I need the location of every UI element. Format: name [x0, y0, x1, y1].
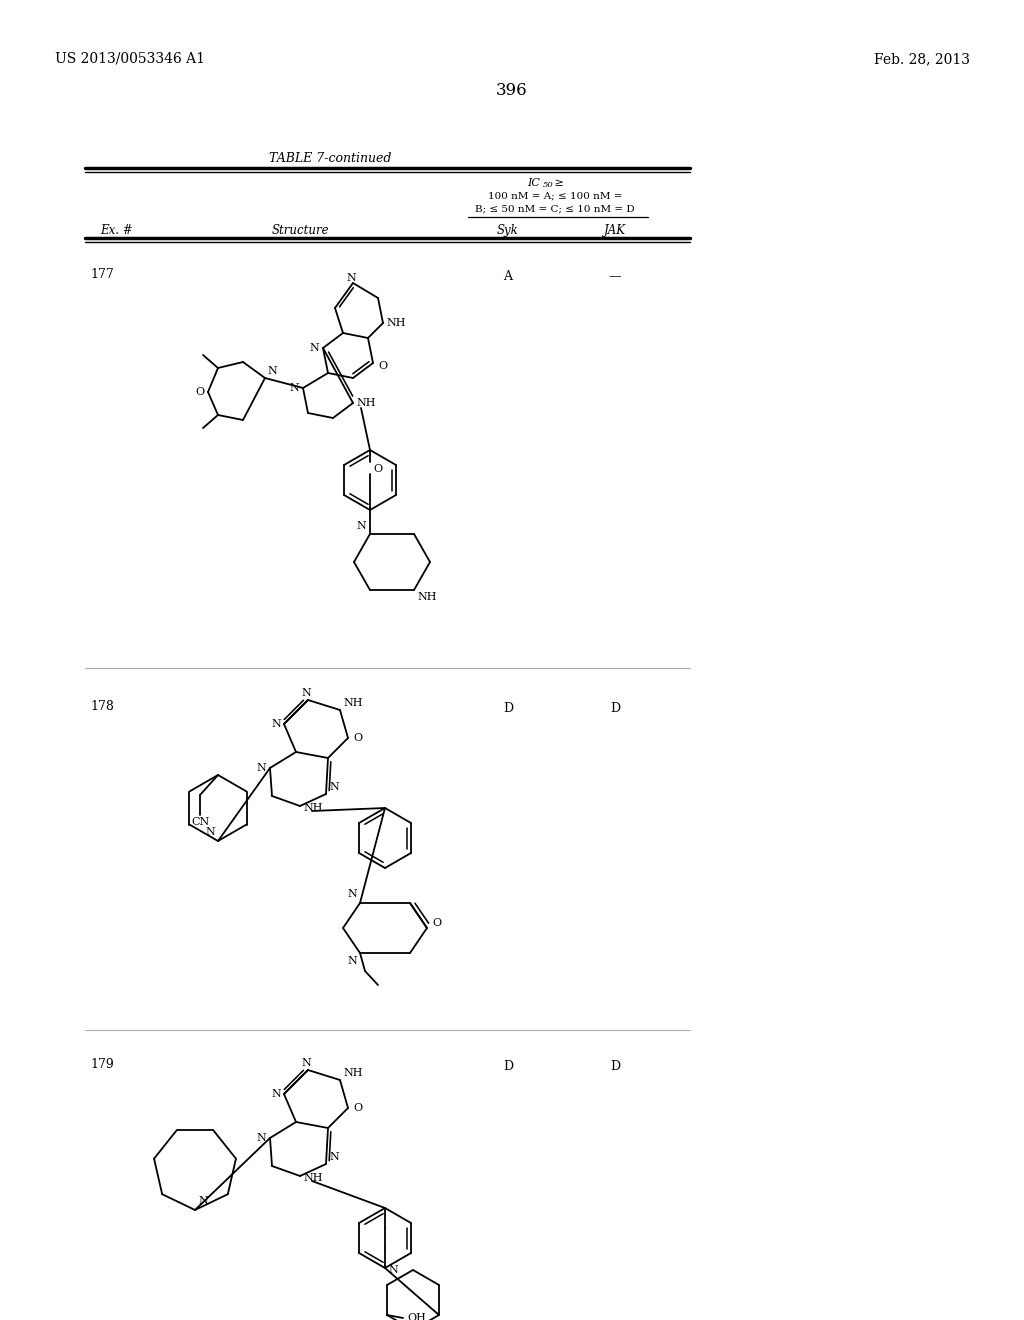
Text: N: N	[205, 828, 215, 837]
Text: N: N	[356, 521, 366, 531]
Text: O: O	[378, 360, 387, 371]
Text: NH: NH	[386, 318, 406, 327]
Text: N: N	[388, 1265, 397, 1275]
Text: N: N	[256, 763, 266, 774]
Text: O: O	[353, 1104, 362, 1113]
Text: N: N	[347, 956, 357, 966]
Text: JAK: JAK	[604, 224, 626, 238]
Text: D: D	[503, 1060, 513, 1073]
Text: ≥: ≥	[551, 178, 564, 187]
Text: 179: 179	[90, 1059, 114, 1071]
Text: US 2013/0053346 A1: US 2013/0053346 A1	[55, 51, 205, 66]
Text: NH: NH	[303, 803, 323, 813]
Text: 177: 177	[90, 268, 114, 281]
Text: B; ≤ 50 nM = C; ≤ 10 nM = D: B; ≤ 50 nM = C; ≤ 10 nM = D	[475, 205, 635, 213]
Text: 50: 50	[543, 181, 554, 189]
Text: CN: CN	[190, 817, 209, 828]
Text: 178: 178	[90, 700, 114, 713]
Text: —: —	[608, 271, 622, 282]
Text: N: N	[198, 1196, 208, 1206]
Text: N: N	[309, 343, 319, 352]
Text: N: N	[289, 383, 299, 393]
Text: N: N	[301, 1059, 311, 1068]
Text: IC: IC	[527, 178, 540, 187]
Text: D: D	[503, 702, 513, 715]
Text: O: O	[353, 733, 362, 743]
Text: N: N	[347, 888, 357, 899]
Text: Feb. 28, 2013: Feb. 28, 2013	[874, 51, 970, 66]
Text: 100 nM = A; ≤ 100 nM =: 100 nM = A; ≤ 100 nM =	[487, 191, 623, 201]
Text: Ex. #: Ex. #	[100, 224, 133, 238]
Text: TABLE 7-continued: TABLE 7-continued	[269, 152, 391, 165]
Text: N: N	[271, 719, 281, 729]
Text: NH: NH	[417, 591, 436, 602]
Text: D: D	[610, 702, 621, 715]
Text: N: N	[256, 1133, 266, 1143]
Text: OH: OH	[407, 1313, 426, 1320]
Text: NH: NH	[343, 698, 362, 708]
Text: N: N	[271, 1089, 281, 1100]
Text: Syk: Syk	[497, 224, 519, 238]
Text: NH: NH	[356, 399, 376, 408]
Text: NH: NH	[303, 1173, 323, 1183]
Text: N: N	[267, 366, 276, 376]
Text: O: O	[195, 387, 204, 397]
Text: 396: 396	[497, 82, 527, 99]
Text: N: N	[346, 273, 356, 282]
Text: O: O	[373, 465, 382, 474]
Text: N: N	[329, 1152, 339, 1162]
Text: N: N	[329, 781, 339, 792]
Text: O: O	[432, 917, 441, 928]
Text: A: A	[504, 271, 512, 282]
Text: N: N	[301, 688, 311, 698]
Text: NH: NH	[343, 1068, 362, 1078]
Text: D: D	[610, 1060, 621, 1073]
Text: Structure: Structure	[271, 224, 329, 238]
